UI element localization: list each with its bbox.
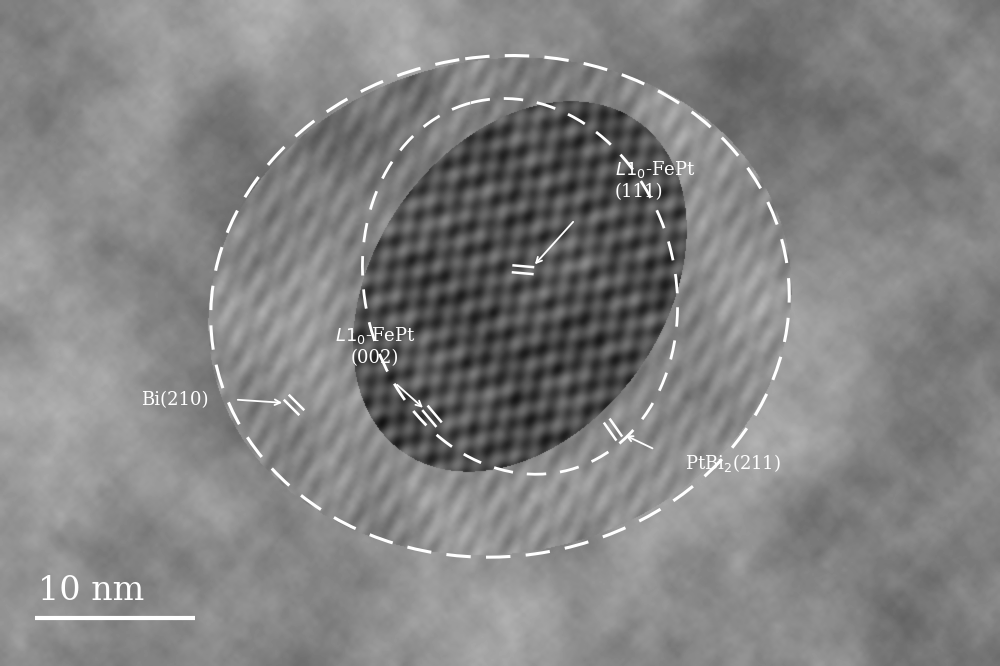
Text: $L1_0$-FePt
(111): $L1_0$-FePt (111) [615, 159, 696, 200]
Text: $L1_0$-FePt
(002): $L1_0$-FePt (002) [335, 326, 415, 367]
Text: Bi(210): Bi(210) [141, 390, 209, 409]
Text: PtBi$_2$(211): PtBi$_2$(211) [685, 452, 781, 474]
Text: 10 nm: 10 nm [38, 575, 144, 607]
